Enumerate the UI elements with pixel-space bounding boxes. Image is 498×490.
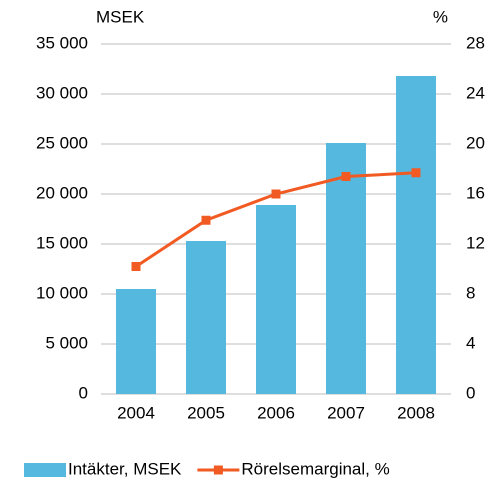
y-tick-label: 25 000: [36, 133, 88, 152]
bar: [256, 205, 296, 394]
y-tick-label: 5 000: [45, 333, 88, 352]
legend-label: Rörelsemarginal, %: [241, 459, 389, 478]
y-unit-label: MSEK: [96, 7, 145, 26]
legend-swatch: [24, 463, 66, 477]
line-marker: [131, 262, 141, 271]
bar: [396, 76, 436, 394]
legend-label: Intäkter, MSEK: [68, 459, 182, 478]
y-tick-label: 0: [79, 383, 88, 402]
y-tick-label: 10 000: [36, 283, 88, 302]
bar: [326, 143, 366, 394]
bar: [186, 241, 226, 394]
y2-tick-label: 20: [466, 133, 485, 152]
y2-tick-label: 16: [466, 183, 485, 202]
y2-tick-label: 8: [466, 283, 475, 302]
x-tick-label: 2007: [327, 403, 365, 422]
legend-swatch: [213, 465, 223, 475]
y2-tick-label: 12: [466, 233, 485, 252]
y-tick-label: 15 000: [36, 233, 88, 252]
x-tick-label: 2008: [397, 403, 435, 422]
x-tick-label: 2006: [257, 403, 295, 422]
y-tick-label: 30 000: [36, 83, 88, 102]
y2-tick-label: 24: [466, 83, 485, 102]
y2-tick-label: 4: [466, 333, 475, 352]
x-tick-label: 2005: [187, 403, 225, 422]
bar: [116, 289, 156, 394]
y-tick-label: 20 000: [36, 183, 88, 202]
y-tick-label: 35 000: [36, 33, 88, 52]
x-tick-label: 2004: [117, 403, 155, 422]
line-marker: [271, 189, 281, 199]
line-marker: [411, 168, 421, 178]
line-marker: [341, 172, 351, 181]
y2-tick-label: 0: [466, 383, 475, 402]
y2-tick-label: 28: [466, 33, 485, 52]
y2-unit-label: %: [433, 7, 448, 26]
line-marker: [201, 215, 211, 225]
